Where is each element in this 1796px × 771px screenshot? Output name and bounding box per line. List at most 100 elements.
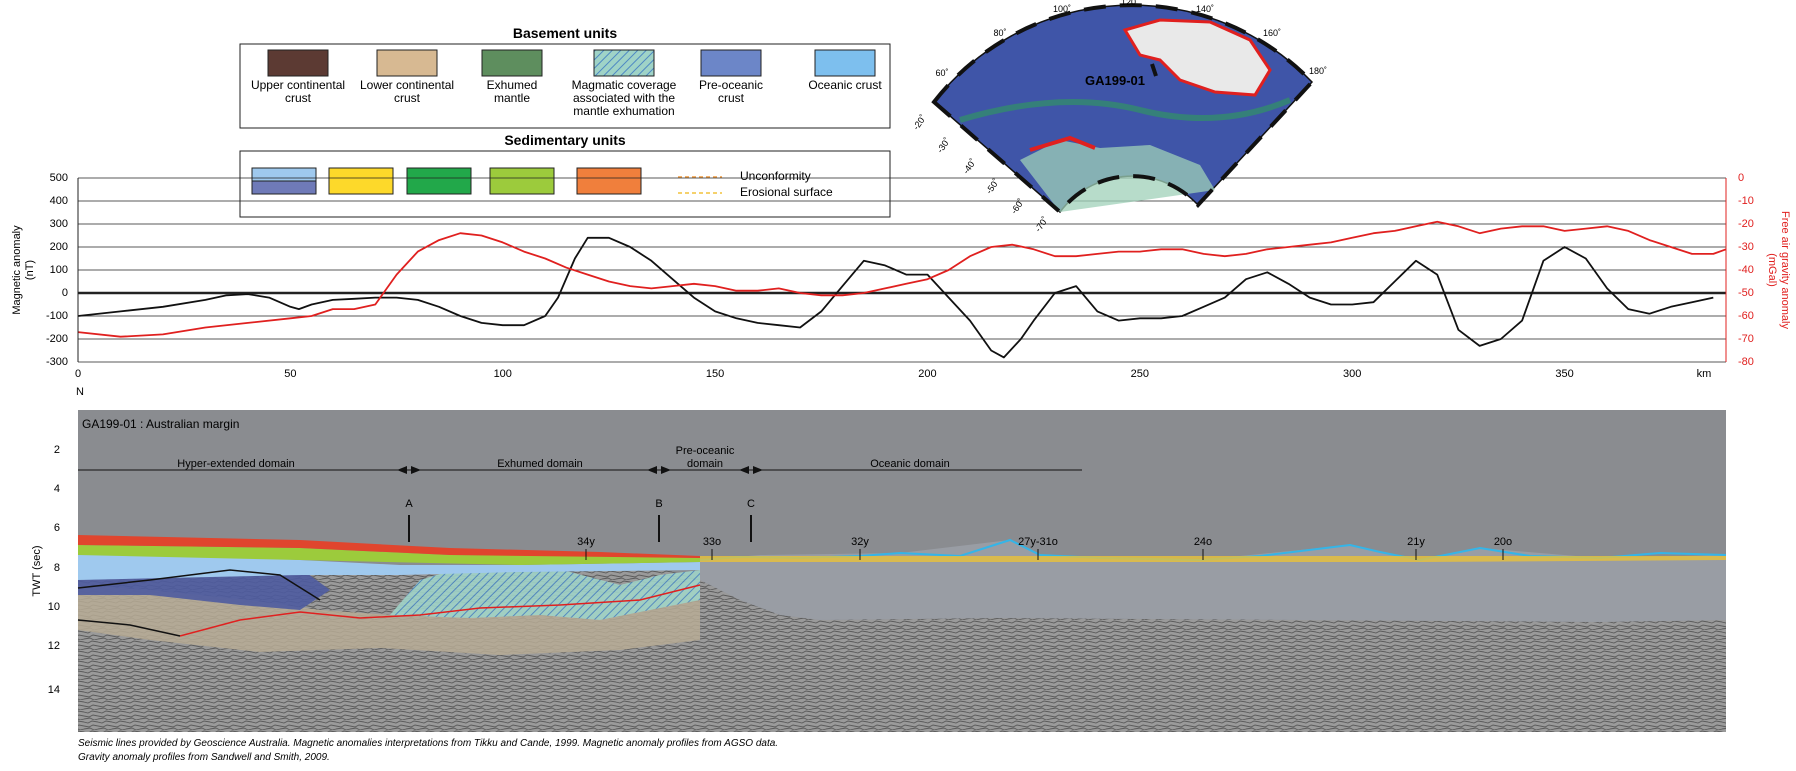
map-land-australia <box>1122 18 1272 97</box>
anomaly-chart: -300-200-1000100200300400500-80-70-60-50… <box>11 172 1791 380</box>
boundary-arrows <box>647 466 671 474</box>
basement-unit-label: mantle exhumation <box>573 104 674 118</box>
basement-unit-label: Upper continental <box>251 78 345 92</box>
magnetic-anomaly-label: 20o <box>1494 536 1512 548</box>
location-map: GA199-01 60˚80˚100˚120˚140˚160˚180˚-20˚-… <box>911 0 1327 234</box>
gravity-anomaly-line <box>77 220 1727 338</box>
magnetic-anomaly-label: 21y <box>1407 536 1425 548</box>
right-tick-label: -50 <box>1738 287 1754 299</box>
left-tick-label: -100 <box>46 310 68 322</box>
sediment-green <box>78 545 700 565</box>
left-tick-label: 0 <box>62 287 68 299</box>
map-longitude-label: 160˚ <box>1263 28 1281 38</box>
map-longitude-label: 80˚ <box>993 28 1006 38</box>
right-tick-label: -70 <box>1738 333 1754 345</box>
left-axis-label: Magnetic anomaly (nT) <box>11 225 36 315</box>
left-axis-unit: (nT) <box>24 260 36 280</box>
map-latitude-label: -20˚ <box>911 113 928 132</box>
map-latitude-label: -40˚ <box>961 157 978 176</box>
basement-swatch <box>700 49 762 77</box>
left-tick-label: 400 <box>50 195 68 207</box>
left-tick-label: 100 <box>50 264 68 276</box>
credit-line-2: Gravity anomaly profiles from Sandwell a… <box>78 752 330 763</box>
x-axis-unit: km <box>1697 368 1712 380</box>
basement-unit-label: Lower continental <box>360 78 454 92</box>
x-tick-label: 150 <box>706 368 724 380</box>
right-tick-label: 0 <box>1738 172 1744 184</box>
credit-line-1: Seismic lines provided by Geoscience Aus… <box>78 738 778 749</box>
map-ridge <box>959 97 1292 123</box>
section-annotations: N GA199-01 : Australian margin TWT (sec)… <box>31 386 1512 696</box>
basement-black-line <box>77 569 321 637</box>
magnetic-anomaly-line <box>77 236 1714 359</box>
basement-swatch <box>481 49 543 77</box>
map-latitude-label: -50˚ <box>984 177 1001 196</box>
domain-label: Pre-oceanic <box>676 445 735 457</box>
basement-unit-label: crust <box>394 91 421 105</box>
seismic-section <box>77 410 1727 732</box>
left-tick-label: 300 <box>50 218 68 230</box>
right-tick-label: -20 <box>1738 218 1754 230</box>
right-tick-label: -60 <box>1738 310 1754 322</box>
map-frame <box>931 3 1315 215</box>
sediment-yellow <box>700 556 1726 562</box>
map-longitude-label: 120˚ <box>1121 0 1139 7</box>
basement-unit-label: Magmatic coverage <box>572 78 677 92</box>
x-tick-label: 350 <box>1555 368 1573 380</box>
basement-unit-label: mantle <box>494 91 530 105</box>
map-feature-red <box>1029 135 1096 152</box>
basement-swatch <box>593 49 655 77</box>
left-tick-label: 500 <box>50 172 68 184</box>
basement-unit-label: crust <box>285 91 312 105</box>
x-tick-label: 50 <box>284 368 296 380</box>
section-y-tick: 2 <box>54 444 60 456</box>
map-latitude-label: -30˚ <box>935 136 952 155</box>
domain-label: Oceanic domain <box>870 458 950 470</box>
domain-label: Exhumed domain <box>497 458 583 470</box>
domain-label: Hyper-extended domain <box>177 458 294 470</box>
right-axis-label: Free air gravity anomaly(mGal) <box>1766 211 1791 329</box>
boundary-label: B <box>655 498 662 510</box>
map-latitude-label: -60˚ <box>1009 197 1026 216</box>
sedimentary-legend-title: Sedimentary units <box>504 132 626 148</box>
erosional-label: Erosional surface <box>740 185 833 199</box>
basement-unit-label: Pre-oceanic <box>699 78 763 92</box>
exhumed-mantle-layer <box>390 565 700 620</box>
sedimentary-swatch <box>406 167 472 195</box>
section-y-tick: 4 <box>54 483 60 495</box>
sediment-blue <box>78 555 700 580</box>
left-axis-title: Magnetic anomaly <box>11 225 23 315</box>
basement-unit-label: Oceanic crust <box>808 78 882 92</box>
sedimentary-swatch <box>576 167 642 195</box>
boundary-label: A <box>405 498 413 510</box>
left-tick-label: -200 <box>46 333 68 345</box>
right-tick-label: -80 <box>1738 356 1754 368</box>
map-line-label: GA199-01 <box>1085 73 1145 88</box>
section-y-tick: 10 <box>48 601 60 613</box>
right-tick-label: -10 <box>1738 195 1754 207</box>
left-tick-label: 200 <box>50 241 68 253</box>
magnetic-anomaly-label: 24o <box>1194 536 1212 548</box>
magnetic-anomaly-label: 32y <box>851 536 869 548</box>
basement-unit-label: Exhumed <box>487 78 538 92</box>
boundary-arrows <box>739 466 763 474</box>
domain-label: domain <box>687 458 723 470</box>
sediment-red <box>78 535 700 558</box>
section-title: GA199-01 : Australian margin <box>82 417 239 431</box>
map-longitude-label: 60˚ <box>935 68 948 78</box>
unconformity-label: Unconformity <box>740 169 811 183</box>
section-y-tick: 6 <box>54 522 60 534</box>
basement-unit-label: associated with the <box>573 91 675 105</box>
sedimentary-swatch-lower <box>251 180 317 195</box>
right-axis-unit: (mGal) <box>1766 253 1778 287</box>
sedimentary-swatch <box>328 167 394 195</box>
x-tick-label: 0 <box>75 368 81 380</box>
basement-swatch <box>814 49 876 77</box>
x-tick-label: 100 <box>494 368 512 380</box>
basement-swatch <box>267 49 329 77</box>
map-longitude-label: 100˚ <box>1053 4 1071 14</box>
boundary-arrows <box>397 466 421 474</box>
basement-legend: Basement units Upper continentalcrustLow… <box>239 25 891 129</box>
basement-legend-title: Basement units <box>513 25 617 41</box>
